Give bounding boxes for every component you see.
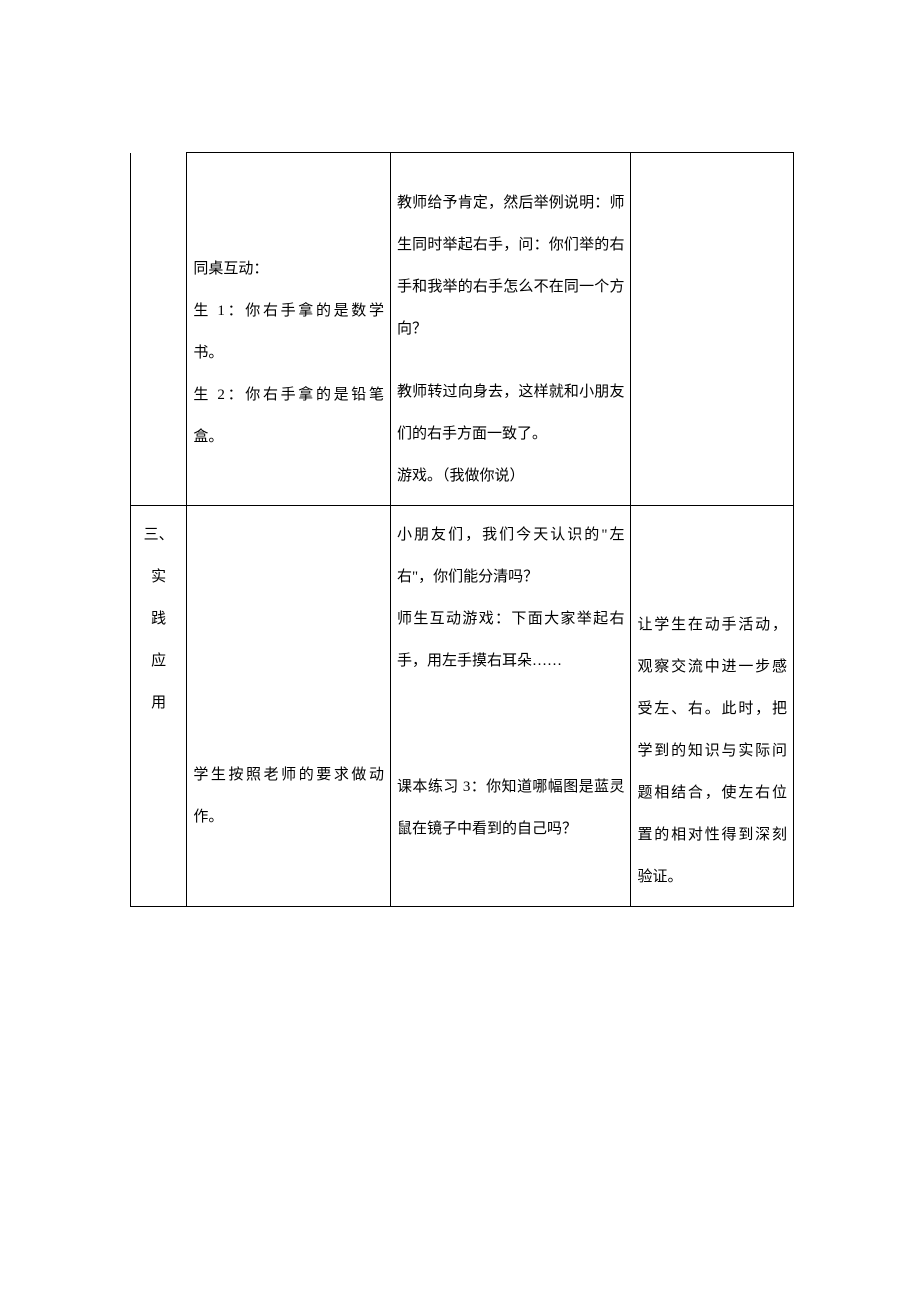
student-activity-cell: 同桌互动： 生 1：你右手拿的是数学书。 生 2：你右手拿的是铅笔盒。	[187, 153, 391, 506]
lesson-plan-table: 同桌互动： 生 1：你右手拿的是数学书。 生 2：你右手拿的是铅笔盒。 教师给予…	[130, 152, 794, 907]
table-row: 三、 实 践 应 用 学生按照老师的要求做动作。 小朋友们，我们今天认识的"左右…	[131, 506, 794, 907]
text-line: 生 1：你右手拿的是数学书。	[193, 290, 384, 374]
section-cell	[131, 153, 187, 506]
text-line: 师生互动游戏：下面大家举起右手，用左手摸右耳朵……	[397, 598, 625, 682]
notes-cell	[631, 153, 794, 506]
student-activity-cell: 学生按照老师的要求做动作。	[187, 506, 391, 907]
notes-cell: 让学生在动手活动，观察交流中进一步感受左、右。此时，把学到的知识与实际问题相结合…	[631, 506, 794, 907]
section-char: 践	[137, 598, 180, 640]
section-char: 应	[137, 640, 180, 682]
text-line: 课本练习 3：你知道哪幅图是蓝灵鼠在镜子中看到的自己吗？	[397, 766, 625, 850]
text-line: 游戏。（我做你说）	[397, 455, 625, 497]
text-line: 同桌互动：	[193, 248, 384, 290]
text-line: 教师转过向身去，这样就和小朋友们的右手方面一致了。	[397, 371, 625, 455]
text-line: 小朋友们，我们今天认识的"左右"，你们能分清吗？	[397, 514, 625, 598]
teacher-activity-cell: 小朋友们，我们今天认识的"左右"，你们能分清吗？ 师生互动游戏：下面大家举起右手…	[390, 506, 631, 907]
section-char: 用	[137, 682, 180, 724]
section-cell: 三、 实 践 应 用	[131, 506, 187, 907]
text-line: 让学生在动手活动，观察交流中进一步感受左、右。此时，把学到的知识与实际问题相结合…	[637, 604, 787, 898]
section-char: 三、	[137, 514, 180, 556]
text-line: 教师给予肯定，然后举例说明：师生同时举起右手，问：你们举的右手和我举的右手怎么不…	[397, 182, 625, 350]
text-line: 学生按照老师的要求做动作。	[193, 754, 384, 838]
section-char: 实	[137, 556, 180, 598]
teacher-activity-cell: 教师给予肯定，然后举例说明：师生同时举起右手，问：你们举的右手和我举的右手怎么不…	[390, 153, 631, 506]
table-row: 同桌互动： 生 1：你右手拿的是数学书。 生 2：你右手拿的是铅笔盒。 教师给予…	[131, 153, 794, 506]
text-line: 生 2：你右手拿的是铅笔盒。	[193, 374, 384, 458]
